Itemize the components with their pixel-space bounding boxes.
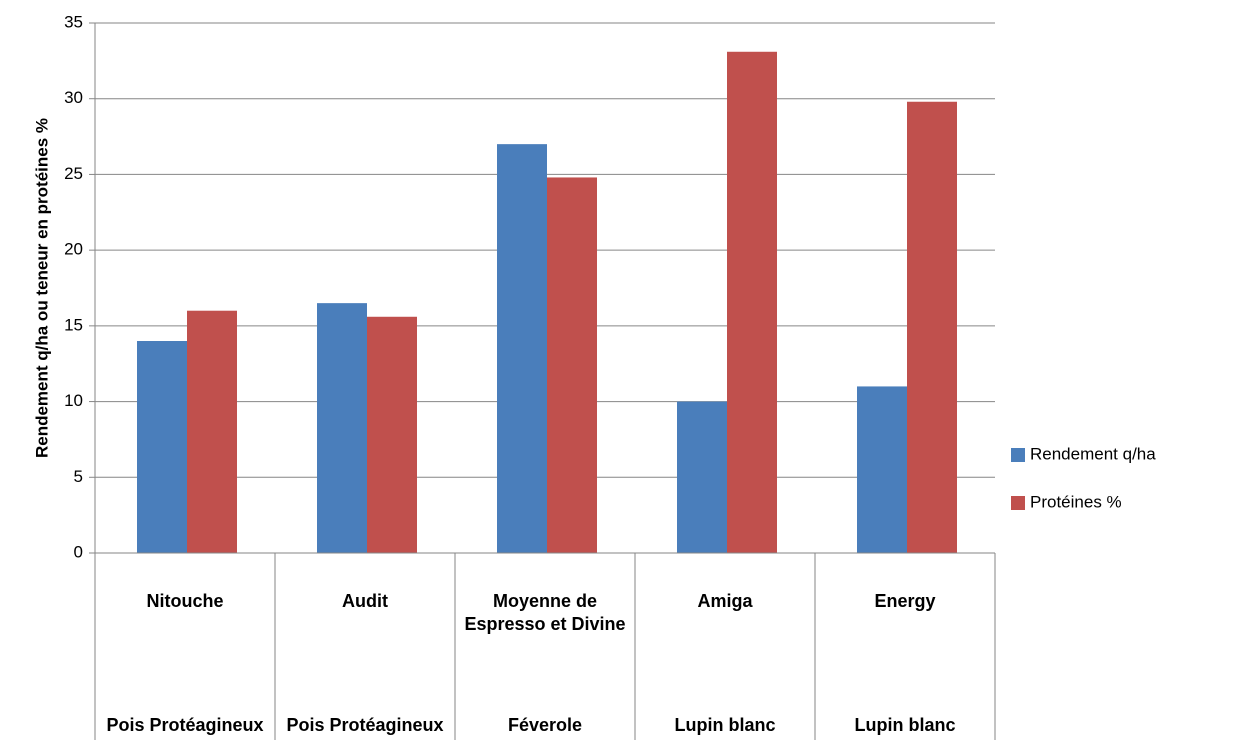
category-group-label: Lupin blanc bbox=[854, 715, 956, 735]
bar bbox=[367, 316, 417, 553]
category-label: Audit bbox=[342, 591, 388, 611]
y-axis-title: Rendement q/ha ou teneur en protéines % bbox=[32, 118, 51, 458]
legend-label: Protéines % bbox=[1030, 492, 1122, 511]
y-tick-label: 15 bbox=[64, 315, 83, 334]
y-tick-label: 35 bbox=[64, 12, 83, 31]
y-tick-label: 20 bbox=[64, 240, 83, 259]
bar bbox=[317, 303, 367, 553]
category-group-label: Pois Protéagineux bbox=[106, 715, 264, 735]
category-label: Moyenne de Espresso et Divine bbox=[464, 591, 626, 634]
legend-label: Rendement q/ha bbox=[1030, 444, 1156, 463]
category-group-label: Féverole bbox=[507, 715, 583, 735]
category-label: Amiga bbox=[697, 591, 753, 611]
bar bbox=[497, 144, 547, 553]
y-tick-label: 0 bbox=[74, 542, 83, 561]
bar bbox=[187, 310, 237, 553]
category-group-label: Pois Protéagineux bbox=[286, 715, 444, 735]
legend-swatch bbox=[1011, 496, 1025, 510]
legend-swatch bbox=[1011, 448, 1025, 462]
category-label: Energy bbox=[874, 591, 936, 611]
bar bbox=[857, 386, 907, 553]
bar bbox=[677, 401, 727, 553]
bar bbox=[907, 101, 957, 553]
y-tick-label: 30 bbox=[64, 88, 83, 107]
y-tick-label: 10 bbox=[64, 391, 83, 410]
y-tick-label: 5 bbox=[74, 467, 83, 486]
category-label: Nitouche bbox=[146, 591, 224, 611]
bar bbox=[547, 177, 597, 553]
category-group-label: Lupin blanc bbox=[674, 715, 776, 735]
bar bbox=[727, 51, 777, 554]
bar bbox=[137, 341, 187, 553]
y-tick-label: 25 bbox=[64, 164, 83, 183]
